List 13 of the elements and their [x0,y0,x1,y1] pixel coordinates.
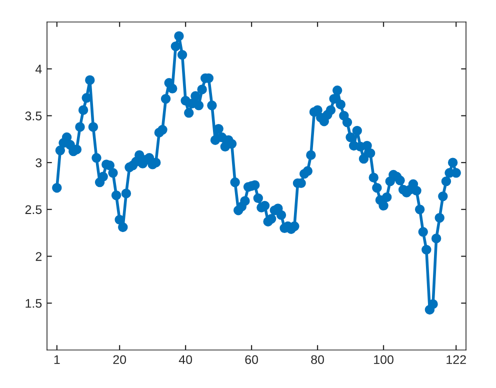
y-tick-label: 3 [36,158,42,168]
y-tick-label: 2.5 [25,205,42,214]
x-tick-label: 122 [446,355,466,364]
x-tick-label: 100 [374,355,394,364]
x-tick-label: 1 [54,355,60,364]
x-tick-label: 20 [113,355,126,364]
x-tick-label: 40 [178,355,192,364]
y-tick-label: 3.5 [25,112,42,120]
x-tick-label: 60 [245,355,258,364]
y-tick-label: 4 [35,64,42,74]
x-tick-label: 80 [311,355,324,364]
y-tick-label: 1.5 [26,299,42,308]
y-tick-label: 2 [36,252,42,261]
